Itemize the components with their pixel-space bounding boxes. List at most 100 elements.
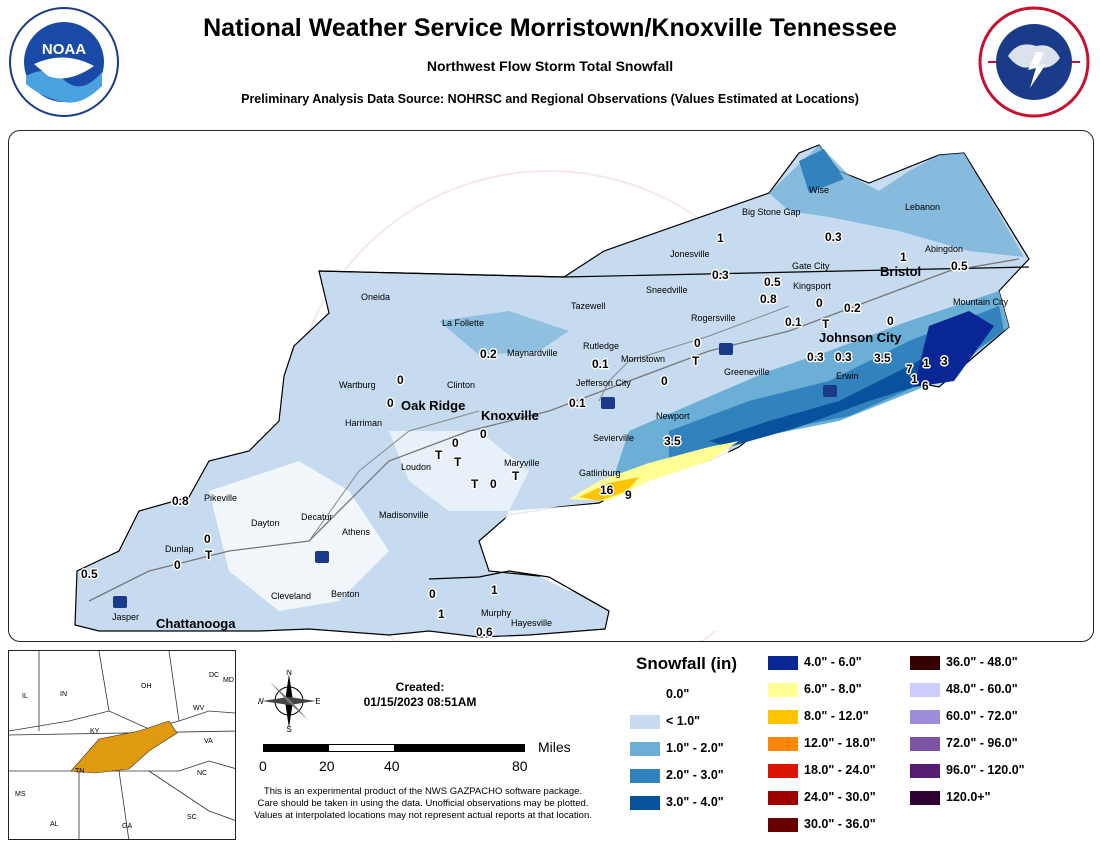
city-label: Lebanon: [905, 202, 941, 212]
snowfall-value: T: [205, 548, 213, 562]
legend-swatch: [910, 764, 940, 778]
legend-swatch: [910, 791, 940, 805]
locator-canvas: [9, 651, 235, 839]
snowfall-value: 0.8: [760, 292, 777, 306]
city-label: Murphy: [481, 608, 512, 618]
city-label: Greeneville: [724, 367, 770, 377]
snowfall-value: 0.3: [825, 230, 842, 244]
snowfall-value: 0.2: [480, 347, 497, 361]
city-label: Maryville: [504, 458, 540, 468]
city-label: Morristown: [621, 354, 666, 364]
legend-label: 48.0" - 60.0": [946, 682, 1018, 696]
snowfall-value: 0: [661, 374, 668, 388]
city-label: Maynardville: [507, 348, 558, 358]
legend-swatch: [768, 737, 798, 751]
legend-label: 30.0" - 36.0": [804, 817, 876, 831]
legend-label: 1.0" - 2.0": [666, 741, 724, 755]
compass-e: E: [315, 697, 320, 706]
snowfall-value: 0.5: [951, 259, 968, 273]
city-label: Wise: [809, 185, 829, 195]
scale-tick-40: 40: [384, 758, 400, 774]
snowfall-value: 0: [397, 373, 404, 387]
compass-s: S: [286, 725, 291, 732]
major-city-label: Johnson City: [819, 330, 902, 345]
snowfall-value: 0.5: [81, 567, 98, 581]
city-label: Wartburg: [339, 380, 376, 390]
city-label: Sevierville: [593, 433, 635, 443]
city-label: Benton: [331, 589, 360, 599]
legend-title: Snowfall (in): [636, 654, 738, 673]
legend-swatch: [768, 656, 798, 670]
legend-label: 3.0" - 4.0": [666, 795, 724, 809]
city-label: Tazewell: [571, 301, 606, 311]
snowfall-value: 3.5: [874, 351, 891, 365]
snowfall-value: 0: [429, 587, 436, 601]
legend-swatch: [768, 683, 798, 697]
compass-n: N: [286, 670, 292, 677]
city-label: Hayesville: [511, 618, 553, 628]
major-city-label: Chattanooga: [156, 616, 236, 631]
created-stamp: Created: 01/15/2023 08:51AM: [330, 680, 510, 710]
legend-swatch: [910, 683, 940, 697]
locator-state-label: MS: [15, 791, 26, 798]
snowfall-value: 1: [717, 231, 724, 245]
legend-label: 18.0" - 24.0": [804, 763, 876, 777]
locator-state-label: KY: [90, 728, 100, 735]
created-label: Created:: [395, 680, 445, 694]
city-label: Gate City: [792, 261, 830, 271]
locator-state-label: TN: [75, 768, 85, 775]
snowfall-value: 0.6: [476, 625, 493, 639]
snowfall-value: 9: [625, 488, 632, 502]
city-label: Kingsport: [793, 281, 832, 291]
locator-state-label: IN: [60, 691, 67, 698]
snowfall-value: 0.5: [764, 275, 781, 289]
snowfall-value: 0.8: [172, 494, 189, 508]
snowfall-value: T: [822, 317, 830, 331]
legend-swatch: [768, 791, 798, 805]
legend-swatch: [910, 737, 940, 751]
snowfall-value: T: [692, 354, 700, 368]
city-label: Clinton: [447, 380, 476, 390]
city-label: Dunlap: [165, 544, 194, 554]
locator-state-label: NC: [197, 770, 208, 777]
legend-label: 0.0": [666, 687, 690, 701]
city-label: Sneedville: [646, 285, 688, 295]
legend-label: 72.0" - 96.0": [946, 736, 1018, 750]
locator-state-label: OH: [141, 683, 152, 690]
snowfall-value: 0: [816, 296, 823, 310]
created-value: 01/15/2023 08:51AM: [363, 695, 477, 709]
locator-state-label: DC: [209, 672, 220, 679]
snowfall-value: 0.3: [712, 268, 729, 282]
city-label: Mountain City: [953, 297, 1009, 307]
snowfall-value: 0: [490, 477, 497, 491]
snowfall-value: 1: [491, 583, 498, 597]
legend-swatch: [630, 769, 660, 783]
legend-swatch: [768, 818, 798, 832]
snowfall-map: Wise Big Stone Gap Lebanon Jonesville Abingd…: [8, 130, 1094, 642]
city-label: Madisonville: [379, 510, 429, 520]
snowfall-value: 3: [941, 354, 948, 368]
city-label: Athens: [342, 527, 371, 537]
legend-label: 24.0" - 30.0": [804, 790, 876, 804]
snowfall-value: 1: [900, 250, 907, 264]
data-source-note: Preliminary Analysis Data Source: NOHRSC…: [241, 92, 859, 106]
legend-label: 96.0" - 120.0": [946, 763, 1025, 777]
snowfall-value: 0: [694, 336, 701, 350]
legend-label: < 1.0": [666, 714, 701, 728]
snowfall-value: 0: [204, 532, 211, 546]
snowfall-value: 16: [600, 483, 614, 497]
page-subtitle: Northwest Flow Storm Total Snowfall: [426, 58, 674, 74]
noaa-logo-text: NOAA: [42, 41, 86, 58]
compass-w: W: [258, 697, 264, 706]
page-title: National Weather Service Morristown/Knox…: [203, 14, 897, 42]
snowfall-value: 0: [452, 436, 459, 450]
legend-swatch: [630, 715, 660, 729]
snowfall-value: 0: [174, 558, 181, 572]
legend-swatch: [630, 688, 660, 702]
legend-swatch: [768, 764, 798, 778]
legend-label: 60.0" - 72.0": [946, 709, 1018, 723]
city-label: Harriman: [345, 418, 383, 428]
snowfall-value: 1: [438, 607, 445, 621]
snowfall-value: 0.2: [844, 301, 861, 315]
snowfall-value: T: [512, 469, 520, 483]
